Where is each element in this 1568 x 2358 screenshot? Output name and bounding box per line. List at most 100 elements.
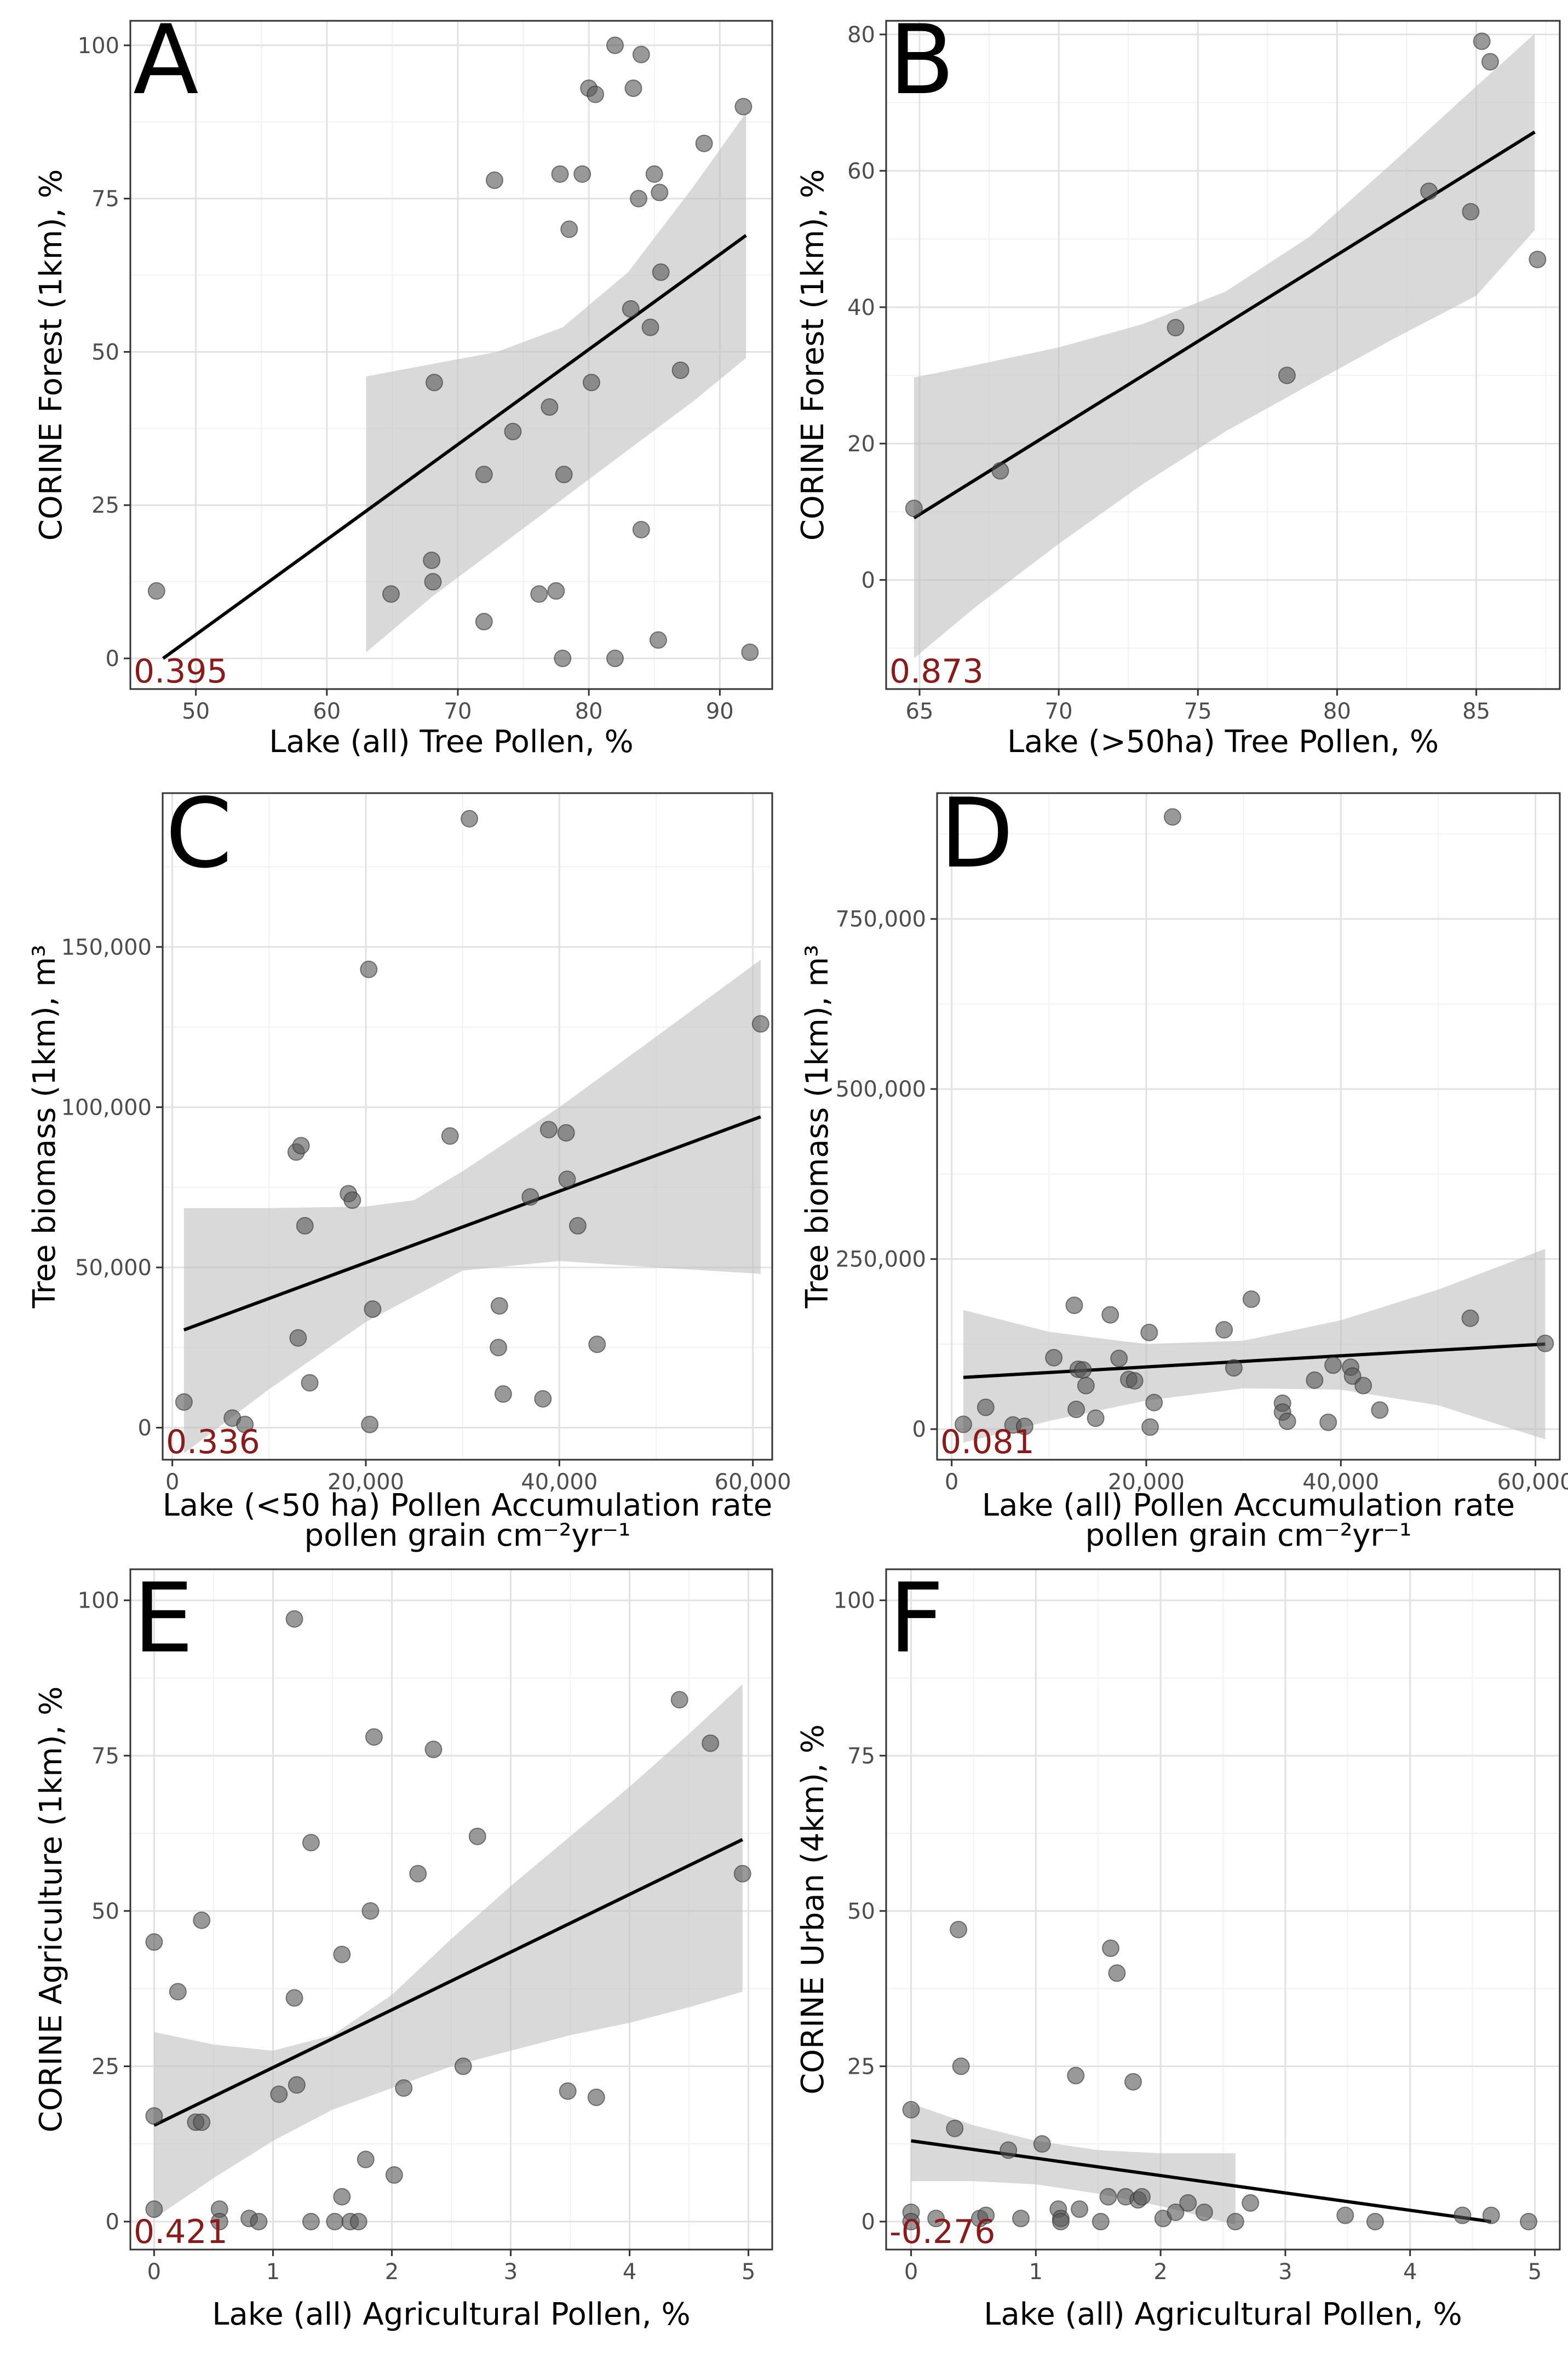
y-tick-label: 50 <box>91 1899 119 1924</box>
data-point <box>1145 1393 1163 1412</box>
data-point <box>539 1121 558 1139</box>
data-point <box>573 165 591 183</box>
data-point <box>361 1902 380 1920</box>
y-tick-label: 750,000 <box>836 907 926 932</box>
plot-frame <box>129 1568 773 2251</box>
y-tick-label: 0 <box>912 1417 926 1442</box>
data-point <box>530 585 548 603</box>
data-point <box>292 1137 310 1155</box>
y-tick-label: 20 <box>847 432 875 457</box>
data-point <box>1226 2212 1244 2230</box>
x-axis-label: Lake (all) Pollen Accumulation rate <box>982 1488 1515 1523</box>
data-point <box>1324 1356 1342 1374</box>
x-tick-label: 3 <box>1278 2259 1292 2285</box>
panel-letter: D <box>940 778 1014 890</box>
x-axis-label-units: pollen grain cm⁻²yr⁻¹ <box>1085 1518 1412 1553</box>
plot-frame <box>162 792 773 1461</box>
data-point <box>950 1920 968 1938</box>
data-point <box>1454 2206 1472 2224</box>
data-point <box>1067 2067 1085 2085</box>
confidence-band <box>963 1249 1546 1443</box>
data-point <box>559 2082 577 2100</box>
x-tick-label: 65 <box>906 699 934 724</box>
x-tick-label: 0 <box>945 1470 958 1495</box>
data-point <box>1319 1413 1337 1431</box>
x-tick-label: 80 <box>1323 699 1351 724</box>
y-tick-label: 80 <box>847 22 875 48</box>
y-tick-label: 0 <box>861 2210 875 2235</box>
data-point <box>587 2089 605 2107</box>
data-point <box>1179 2194 1197 2212</box>
y-tick-label: 100 <box>78 1588 119 1614</box>
data-points <box>145 1610 751 2230</box>
data-point <box>670 1691 688 1709</box>
data-point <box>193 1911 211 1929</box>
regression-line <box>963 1342 1546 1379</box>
y-tick-label: 0 <box>106 646 119 672</box>
data-point <box>1278 1412 1296 1430</box>
data-point <box>343 1191 361 1209</box>
y-axis-label: CORINE Urban (4km), % <box>795 1724 831 2095</box>
data-point <box>554 650 572 668</box>
y-tick-label: 0 <box>861 568 875 593</box>
chart-panel-e: 0 1 2 3 4 5 0 25 50 75 100 E 0.421 Lake (all) Agricul… <box>0 1556 784 2358</box>
y-tick-label: 75 <box>91 1743 119 1769</box>
data-point <box>1092 2212 1110 2230</box>
x-tick-label: 20,000 <box>1108 1470 1185 1495</box>
regression-line <box>162 234 747 660</box>
y-axis-label: Tree biomass (1km), m³ <box>800 945 835 1309</box>
data-point <box>624 79 642 97</box>
confidence-band <box>366 112 746 652</box>
x-tick-label: 40,000 <box>521 1470 598 1495</box>
x-tick-label: 60,000 <box>1497 1470 1568 1495</box>
x-tick-label: 2 <box>1153 2259 1167 2285</box>
data-point <box>558 1171 576 1189</box>
x-tick-label: 70 <box>1045 699 1073 724</box>
plot-frame <box>936 792 1561 1461</box>
data-point <box>606 650 624 668</box>
data-points <box>147 36 759 668</box>
x-tick-label: 4 <box>1403 2259 1417 2285</box>
data-point <box>1067 1401 1085 1419</box>
data-point <box>695 134 713 152</box>
data-point <box>349 2212 367 2230</box>
data-point <box>1420 182 1438 200</box>
data-point <box>1366 2212 1384 2230</box>
data-point <box>1087 1409 1105 1427</box>
data-point <box>560 220 578 238</box>
x-tick-label: 4 <box>623 2259 636 2285</box>
data-point <box>302 2212 320 2230</box>
data-point <box>193 2113 211 2131</box>
data-point <box>587 85 605 104</box>
data-point <box>622 300 640 318</box>
data-point <box>382 585 400 603</box>
data-point <box>1140 1323 1158 1341</box>
data-point <box>977 1398 995 1416</box>
data-point <box>1481 53 1499 71</box>
x-tick-label: 2 <box>385 2259 399 2285</box>
y-tick-label: 25 <box>91 493 119 518</box>
y-tick-label: 100 <box>834 1588 875 1614</box>
data-point <box>1278 366 1296 385</box>
data-point <box>147 582 165 600</box>
data-point <box>568 1217 587 1235</box>
chart-panel-b: 65 70 75 80 85 0 20 40 60 80 B 0.873 Lake (>50ha) Tr… <box>784 0 1568 772</box>
data-point <box>289 1329 307 1347</box>
data-points <box>902 1920 1538 2230</box>
data-point <box>296 1217 314 1235</box>
y-axis-label: Tree biomass (1km), m³ <box>27 945 62 1309</box>
data-point <box>632 520 650 538</box>
data-point <box>1225 1359 1243 1377</box>
data-point <box>1167 319 1185 337</box>
data-point <box>1371 1401 1389 1419</box>
data-point <box>905 500 923 518</box>
y-tick-label: 75 <box>847 1743 875 1769</box>
x-tick-label: 70 <box>444 699 472 724</box>
data-point <box>902 2212 920 2230</box>
x-axis-label: Lake (all) Agricultural Pollen, % <box>984 2297 1462 2332</box>
data-point <box>751 1015 769 1033</box>
data-point <box>1074 1361 1092 1379</box>
data-point <box>1141 1418 1159 1436</box>
y-tick-label: 25 <box>91 2054 119 2079</box>
